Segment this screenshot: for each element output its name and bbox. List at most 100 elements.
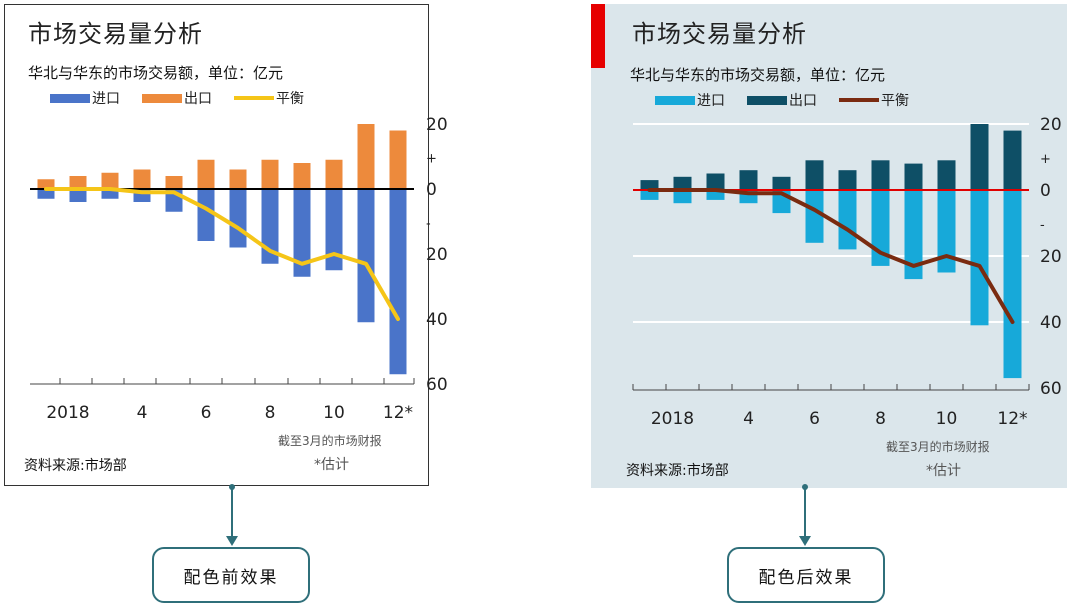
- x-tick-label: 12*: [997, 409, 1027, 429]
- bar-import: [805, 190, 824, 243]
- x-tick-label: 10: [936, 409, 958, 429]
- legend-label-export: 出口: [789, 93, 817, 109]
- legend-item-export: 出口: [747, 90, 817, 110]
- x-tick-label: 6: [809, 409, 820, 429]
- chart-title: 市场交易量分析: [632, 20, 807, 48]
- x-tick-label: 4: [137, 403, 148, 423]
- chart-subtitle: 华北与华东的市场交易额，单位：亿元: [28, 64, 284, 82]
- bar-import: [197, 189, 215, 241]
- y-tick-label: -: [1040, 218, 1045, 233]
- bar-export: [197, 159, 215, 189]
- bar-import: [261, 189, 279, 264]
- x-tick-label: 10: [323, 403, 345, 423]
- bar-import: [871, 190, 890, 266]
- bar-import: [101, 189, 119, 199]
- bar-export: [325, 159, 343, 189]
- x-tick-label: 4: [743, 409, 754, 429]
- bar-export: [805, 160, 824, 190]
- legend-item-balance: 平衡: [234, 88, 304, 108]
- bar-export: [706, 173, 725, 190]
- legend-label-import: 进口: [697, 93, 725, 109]
- chart-note: 截至3月的市场财报: [886, 440, 990, 454]
- bar-import: [325, 189, 343, 271]
- arrow-down-icon: [226, 536, 238, 546]
- bar-export: [101, 172, 119, 189]
- bar-import: [389, 189, 407, 375]
- y-tick-label: 20: [426, 245, 448, 265]
- bar-import: [69, 189, 87, 202]
- bar-export: [640, 180, 659, 190]
- y-tick-label: 60: [426, 375, 448, 395]
- chart-legend: 进口 出口 平衡: [655, 90, 931, 110]
- y-tick-label: 0: [1040, 181, 1051, 201]
- chart-title: 市场交易量分析: [28, 20, 203, 48]
- bar-export: [739, 170, 758, 190]
- legend-item-export: 出口: [142, 88, 212, 108]
- legend-label-balance: 平衡: [276, 91, 304, 107]
- bar-export: [970, 124, 989, 190]
- legend-item-balance: 平衡: [839, 90, 909, 110]
- arrow-down-icon: [799, 536, 811, 546]
- bar-export: [1003, 130, 1022, 190]
- bar-export: [165, 176, 183, 189]
- legend-swatch-balance: [234, 96, 274, 100]
- chart-estimate-note: *估计: [926, 463, 961, 479]
- bar-import: [904, 190, 923, 280]
- legend-item-import: 进口: [50, 88, 120, 108]
- y-tick-label: 40: [426, 310, 448, 330]
- bar-import: [293, 189, 311, 277]
- y-tick-label: 40: [1040, 313, 1062, 333]
- bar-export: [261, 159, 279, 189]
- x-tick-label: 2018: [651, 409, 694, 429]
- chart-subtitle: 华北与华东的市场交易额，单位：亿元: [630, 66, 886, 84]
- legend-label-export: 出口: [184, 91, 212, 107]
- legend-swatch-balance: [839, 98, 879, 102]
- chart-note: 截至3月的市场财报: [278, 434, 382, 448]
- legend-swatch-export: [747, 95, 787, 105]
- bar-export: [293, 163, 311, 189]
- bar-import: [640, 190, 659, 200]
- bar-import: [37, 189, 55, 199]
- bar-export: [37, 179, 55, 189]
- bar-export: [673, 176, 692, 190]
- legend-swatch-import: [655, 95, 695, 105]
- x-tick-label: 2018: [46, 403, 89, 423]
- y-tick-label: 20: [426, 115, 448, 135]
- bar-import: [706, 190, 725, 200]
- y-tick-label: -: [426, 217, 431, 232]
- legend-swatch-import: [50, 93, 90, 103]
- bar-import: [937, 190, 956, 273]
- chart-legend: 进口 出口 平衡: [50, 88, 326, 108]
- bar-export: [871, 160, 890, 190]
- bar-import: [1003, 190, 1022, 379]
- legend-swatch-export: [142, 93, 182, 103]
- x-tick-label: 12*: [383, 403, 413, 423]
- x-tick-label: 6: [201, 403, 212, 423]
- caption-after: 配色后效果: [727, 547, 885, 603]
- y-tick-label: 20: [1040, 247, 1062, 267]
- y-tick-label: +: [1040, 152, 1051, 167]
- x-tick-label: 8: [875, 409, 886, 429]
- x-tick-label: 8: [265, 403, 276, 423]
- caption-before: 配色前效果: [152, 547, 310, 603]
- accent-bar: [591, 4, 605, 68]
- y-tick-label: 0: [426, 180, 437, 200]
- series-line-balance: [44, 187, 400, 321]
- y-tick-label: 20: [1040, 115, 1062, 135]
- chart-source: 资料来源:市场部: [24, 458, 127, 474]
- y-tick-label: +: [426, 152, 437, 167]
- bar-import: [970, 190, 989, 326]
- legend-label-import: 进口: [92, 91, 120, 107]
- chart-estimate-note: *估计: [314, 457, 349, 473]
- bar-export: [389, 130, 407, 189]
- bar-export: [838, 170, 857, 190]
- bar-export: [772, 176, 791, 190]
- legend-label-balance: 平衡: [881, 93, 909, 109]
- bar-export: [69, 176, 87, 189]
- bar-export: [904, 163, 923, 190]
- y-tick-label: 60: [1040, 379, 1062, 399]
- bar-import: [357, 189, 375, 323]
- bar-export: [357, 124, 375, 189]
